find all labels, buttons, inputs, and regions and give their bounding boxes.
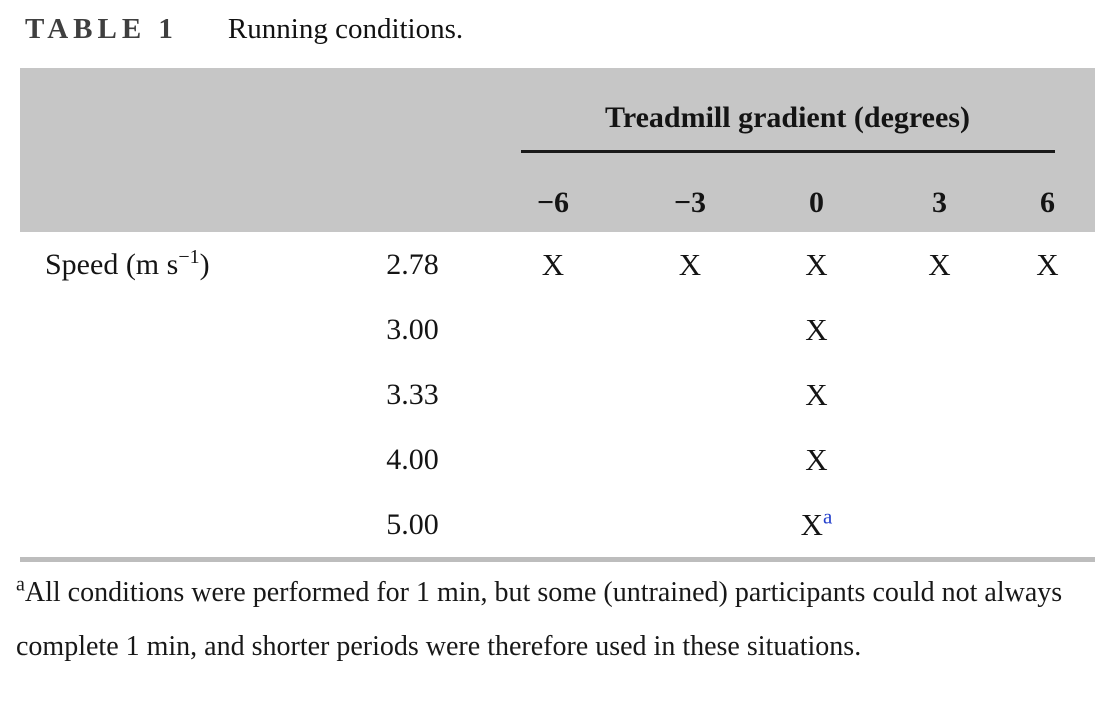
column-header-gradient-0: 0 [809,186,824,219]
table-caption-label: TABLE 1 [25,13,178,45]
mark-cell: Xa [754,504,879,543]
table-row: 3.00 X [20,297,1095,362]
speed-value: 3.33 [386,377,439,411]
column-group-header-cell: Treadmill gradient (degrees) [480,98,1095,153]
column-header-gradient-6: 6 [1040,186,1055,219]
row-header-speed-prefix: Speed (m s [45,247,179,281]
table-row: 5.00 Xa [20,492,1095,557]
mark-cell: X [1036,246,1059,282]
footnote-marker-link[interactable]: a [823,504,833,529]
mark-cell: X [805,246,828,282]
mark-cell: X [541,246,565,282]
row-header-speed-superscript: −1 [178,245,200,268]
speed-value: 4.00 [386,442,439,476]
table-row: 4.00 X [20,427,1095,492]
mark-cell: X [928,246,951,282]
table-header: Treadmill gradient (degrees) −6 −3 0 3 6 [20,68,1095,232]
column-header-gradient-minus6: −6 [536,186,570,219]
table-figure: TABLE 1 Running conditions. Treadmill gra… [0,0,1110,674]
footnote-text: All conditions were performed for 1 min,… [16,577,1063,662]
column-header-gradient-3: 3 [932,186,947,219]
footnote-marker: a [16,573,25,596]
mark-cell: X [805,311,828,347]
column-group-header: Treadmill gradient (degrees) [520,98,1055,153]
mark-cell: X [805,441,828,477]
table-row: Speed (m s−1) 2.78 X X X X X [20,232,1095,297]
column-header-gradient-minus3: −3 [673,186,707,219]
table-row: 3.33 X [20,362,1095,427]
row-header-speed-suffix: ) [199,247,210,281]
mark-cell: X [805,376,828,412]
speed-value: 2.78 [386,247,439,281]
running-conditions-table: Treadmill gradient (degrees) −6 −3 0 3 6… [20,68,1095,562]
table-caption: TABLE 1 Running conditions. [0,0,1110,46]
table-caption-text: Running conditions. [227,13,464,45]
speed-value: 5.00 [386,507,439,541]
mark-x: X [800,506,824,542]
mark-cell: X [678,246,702,282]
table-footnote: aAll conditions were performed for 1 min… [16,566,1095,674]
row-header-speed: Speed (m s−1) [20,245,345,282]
speed-value: 3.00 [386,312,439,346]
